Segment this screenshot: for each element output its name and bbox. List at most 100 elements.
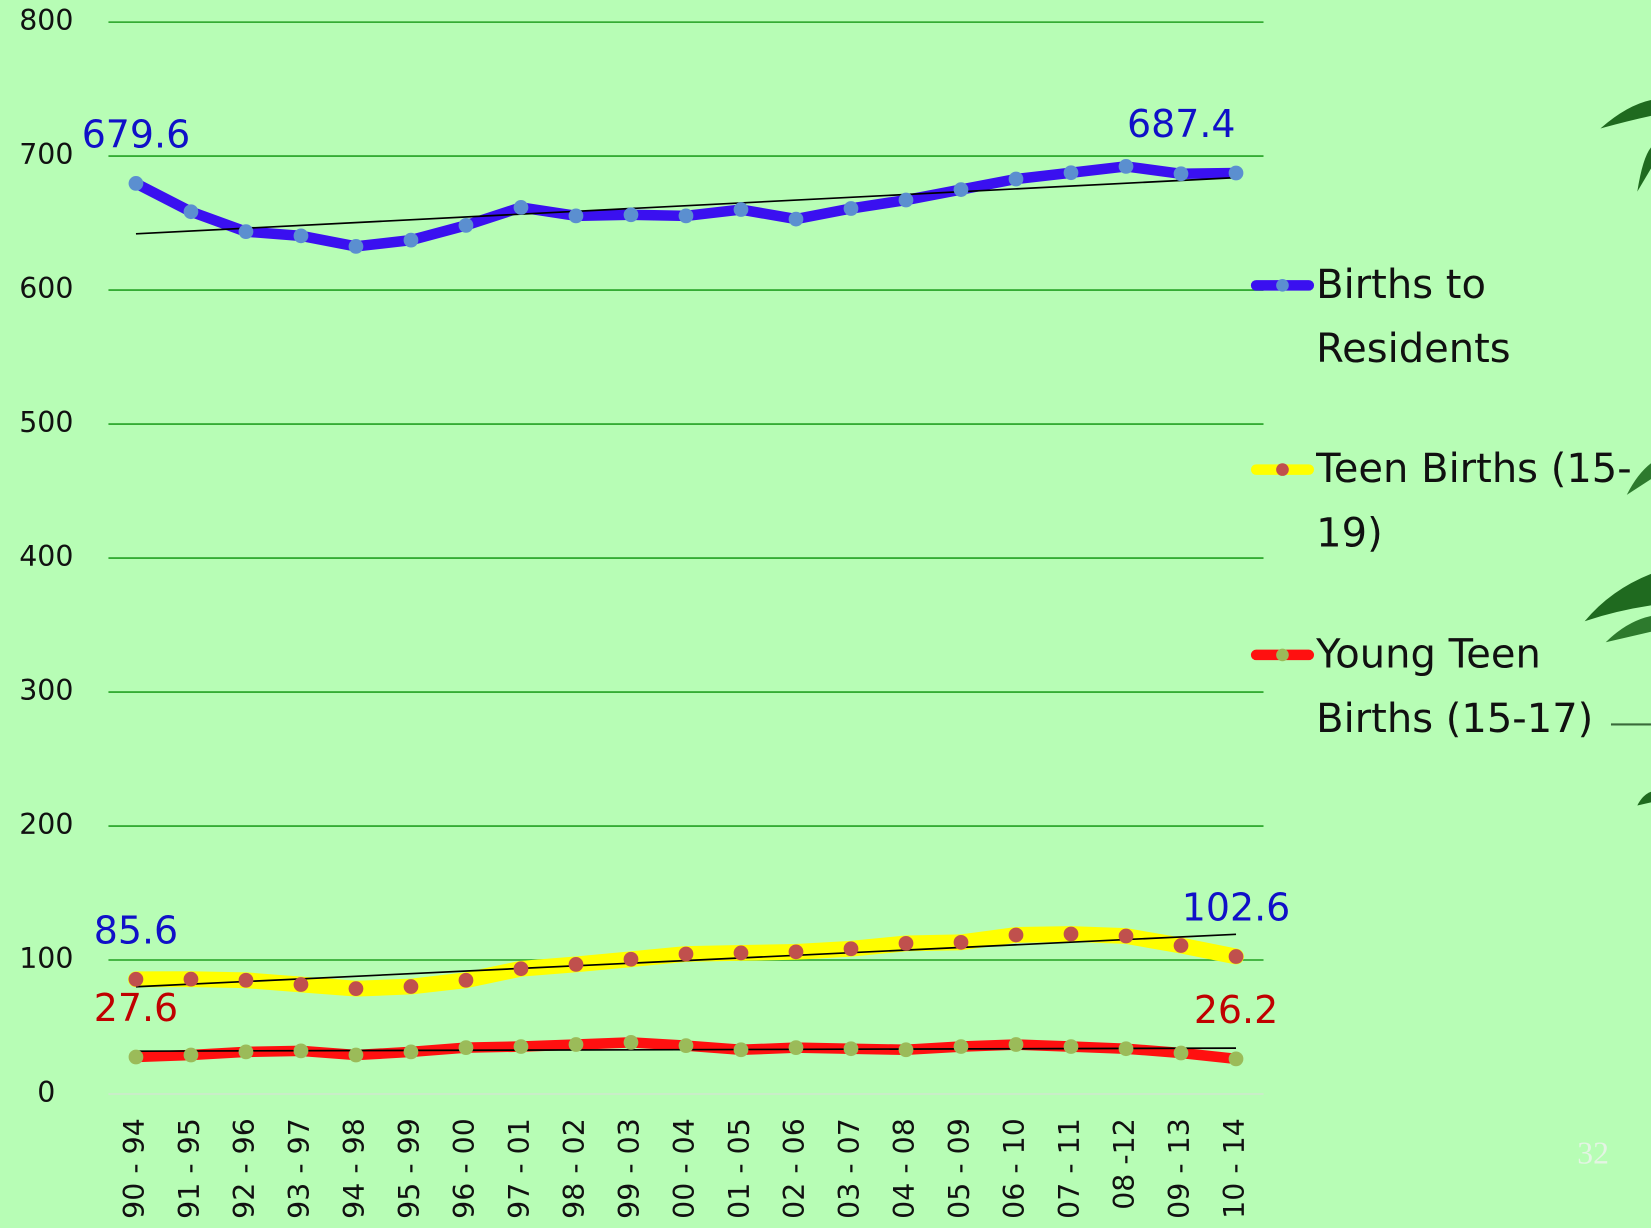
data-point: [734, 202, 749, 217]
data-point: [1009, 172, 1024, 187]
data-point: [789, 944, 804, 959]
x-tick-label: 92 - 96: [228, 1118, 261, 1219]
x-tick-label: 06 - 10: [998, 1118, 1031, 1219]
data-point: [1009, 1037, 1024, 1052]
data-point: [624, 207, 639, 222]
leaf-decoration: [1585, 574, 1651, 621]
data-point: [844, 1041, 859, 1056]
data-point: [679, 208, 694, 223]
x-tick-label: 07 - 11: [1053, 1118, 1086, 1219]
x-tick-label: 03 - 07: [833, 1118, 866, 1219]
y-tick-label: 200: [19, 808, 73, 841]
data-point: [239, 224, 254, 239]
data-point: [459, 1040, 474, 1055]
data-point: [184, 1048, 199, 1063]
data-point: [239, 1045, 254, 1060]
data-point: [789, 1040, 804, 1055]
data-point: [954, 1039, 969, 1054]
data-point: [129, 972, 144, 987]
data-point: [1064, 165, 1079, 180]
data-point: [569, 208, 584, 223]
data-point: [404, 233, 419, 248]
x-tick-label: 08 -12: [1108, 1118, 1141, 1210]
x-tick-label: 97 - 01: [503, 1118, 536, 1219]
legend-marker: [1276, 279, 1289, 292]
leaf-decoration: [1637, 147, 1651, 191]
data-point: [899, 1042, 914, 1057]
data-point: [239, 973, 254, 988]
data-point: [1119, 1041, 1134, 1056]
legend-label: Births to Residents: [1316, 253, 1632, 381]
data-point: [954, 182, 969, 197]
data-point: [1064, 927, 1079, 942]
data-label: 26.2: [1194, 988, 1278, 1032]
x-tick-label: 98 - 02: [558, 1118, 591, 1219]
data-point: [514, 200, 529, 215]
data-point: [679, 947, 694, 962]
x-tick-label: 96 - 00: [448, 1118, 481, 1219]
data-point: [294, 228, 309, 243]
data-label: 679.6: [82, 113, 190, 157]
data-label: 102.6: [1182, 886, 1290, 930]
data-point: [294, 977, 309, 992]
x-tick-label: 99 - 03: [613, 1118, 646, 1219]
x-tick-label: 05 - 09: [943, 1118, 976, 1219]
data-point: [1229, 1052, 1244, 1067]
data-point: [1174, 1046, 1189, 1061]
y-tick-label: 400: [19, 540, 73, 573]
x-tick-label: 93 - 97: [283, 1118, 316, 1219]
data-point: [1064, 1039, 1079, 1054]
data-label: 85.6: [94, 908, 178, 952]
data-point: [459, 973, 474, 988]
legend-label: Teen Births (15-19): [1316, 437, 1632, 565]
x-tick-label: 02 - 06: [778, 1118, 811, 1219]
x-tick-label: 01 - 05: [723, 1118, 756, 1219]
y-tick-label: 0: [37, 1076, 55, 1109]
x-tick-label: 95 - 99: [393, 1118, 426, 1219]
data-point: [679, 1038, 694, 1053]
leaf-decoration: [1637, 792, 1651, 806]
data-point: [899, 936, 914, 951]
y-tick-label: 100: [19, 942, 73, 975]
data-point: [844, 201, 859, 216]
x-tick-label: 91 - 95: [173, 1118, 206, 1219]
data-point: [624, 1035, 639, 1050]
x-tick-label: 04 - 08: [888, 1118, 921, 1219]
data-point: [1119, 159, 1134, 174]
data-point: [954, 935, 969, 950]
data-point: [1119, 929, 1134, 944]
data-point: [734, 946, 749, 961]
data-point: [569, 957, 584, 972]
data-point: [459, 218, 474, 233]
data-point: [1229, 949, 1244, 964]
data-point: [349, 981, 364, 996]
data-point: [789, 212, 804, 227]
y-tick-label: 700: [19, 138, 73, 171]
data-point: [294, 1043, 309, 1058]
data-label: 687.4: [1127, 102, 1235, 146]
data-point: [184, 972, 199, 987]
x-tick-label: 09 - 13: [1163, 1118, 1196, 1219]
y-tick-label: 500: [19, 406, 73, 439]
data-point: [1229, 166, 1244, 181]
data-point: [1174, 938, 1189, 953]
leaf-decoration: [1600, 100, 1651, 128]
data-point: [514, 1039, 529, 1054]
slide-number: 32: [1577, 1135, 1609, 1170]
data-point: [184, 204, 199, 219]
legend-marker: [1276, 649, 1289, 662]
data-point: [844, 941, 859, 956]
data-point: [129, 176, 144, 191]
data-point: [349, 1048, 364, 1063]
legend-marker: [1276, 463, 1289, 476]
data-point: [514, 961, 529, 976]
y-tick-label: 300: [19, 674, 73, 707]
data-label: 27.6: [94, 986, 178, 1030]
data-point: [899, 193, 914, 208]
data-point: [1174, 166, 1189, 181]
data-point: [734, 1042, 749, 1057]
trendline: [136, 178, 1236, 234]
y-tick-label: 600: [19, 272, 73, 305]
data-point: [624, 952, 639, 967]
x-tick-label: 10 - 14: [1218, 1118, 1251, 1219]
